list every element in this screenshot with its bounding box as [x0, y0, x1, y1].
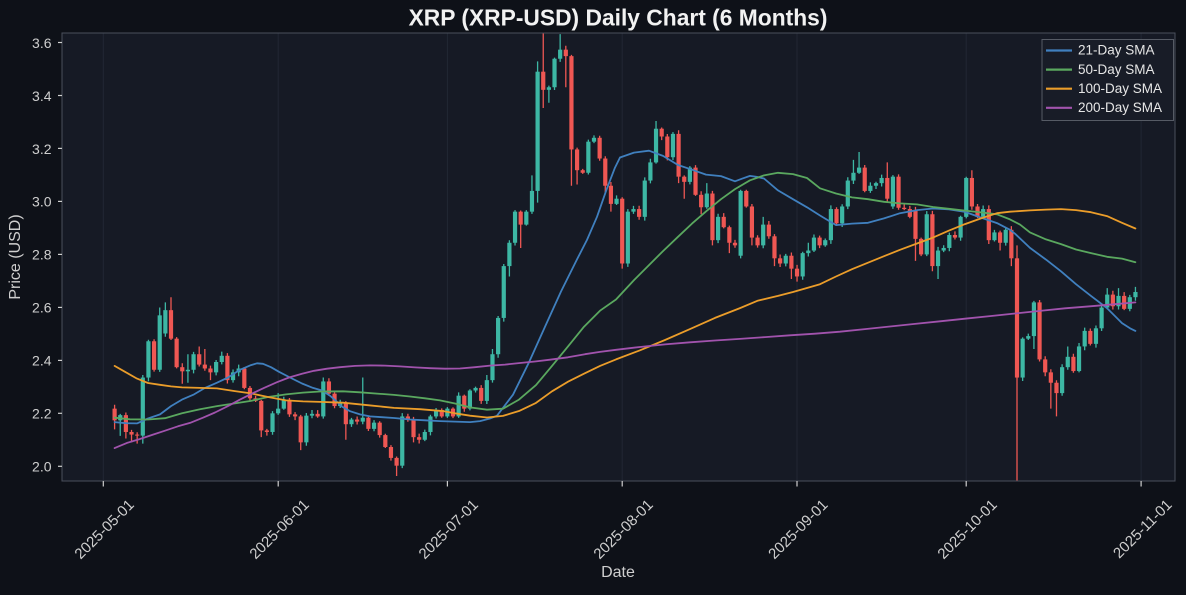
svg-text:21-Day SMA: 21-Day SMA [1078, 43, 1155, 58]
svg-text:Date: Date [601, 564, 635, 581]
svg-text:50-Day SMA: 50-Day SMA [1078, 62, 1155, 77]
svg-text:3.2: 3.2 [32, 141, 52, 157]
svg-text:100-Day SMA: 100-Day SMA [1078, 81, 1162, 96]
svg-text:2.6: 2.6 [32, 300, 52, 316]
svg-text:3.4: 3.4 [32, 88, 52, 104]
svg-text:XRP (XRP-USD) Daily Chart (6 M: XRP (XRP-USD) Daily Chart (6 Months) [409, 5, 828, 31]
svg-text:3.0: 3.0 [32, 194, 52, 210]
svg-text:3.6: 3.6 [32, 35, 52, 51]
svg-text:2.0: 2.0 [32, 459, 52, 475]
svg-text:2.8: 2.8 [32, 247, 52, 263]
svg-text:Price (USD): Price (USD) [7, 214, 24, 299]
svg-text:2.4: 2.4 [32, 353, 52, 369]
svg-text:200-Day SMA: 200-Day SMA [1078, 100, 1162, 115]
svg-text:2.2: 2.2 [32, 406, 52, 422]
